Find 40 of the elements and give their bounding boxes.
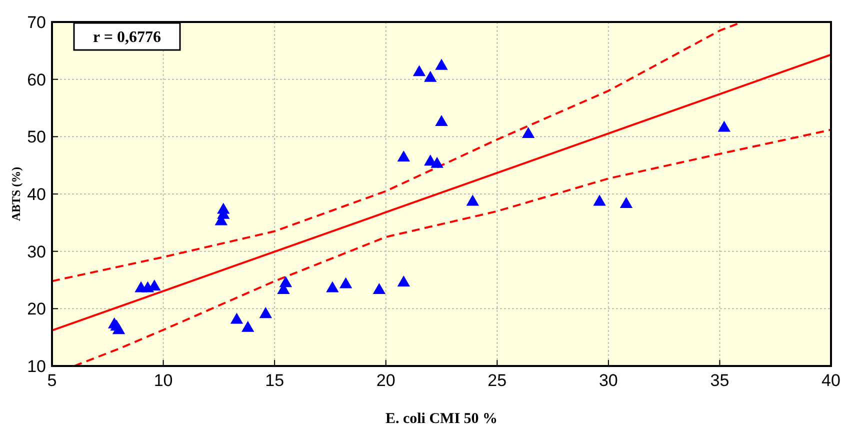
x-tick-label: 35 [710, 371, 730, 390]
point [435, 58, 448, 70]
y-axis-title: ABTS (%) [9, 166, 23, 222]
point [259, 307, 272, 318]
point [466, 194, 480, 206]
y-tick-label: 40 [27, 185, 46, 204]
point [522, 127, 535, 138]
y-tick-label: 20 [27, 300, 46, 319]
x-tick-label: 30 [598, 371, 618, 390]
x-tick-label: 40 [822, 371, 840, 390]
point [242, 320, 254, 332]
point [435, 114, 448, 126]
y-tick-label: 70 [27, 13, 46, 32]
x-tick-label: 20 [376, 371, 396, 390]
point [412, 65, 426, 76]
x-tick-label: 10 [154, 371, 173, 390]
point [620, 196, 633, 208]
line-series [73, 128, 831, 366]
point [593, 194, 606, 206]
point [230, 312, 244, 324]
x-tick-label: 5 [47, 371, 57, 390]
point [718, 120, 731, 132]
point [397, 150, 410, 162]
point [397, 276, 410, 287]
y-tick-label: 60 [27, 70, 46, 90]
y-tick-label: 10 [27, 357, 46, 376]
x-tick-label: 25 [488, 371, 507, 390]
point [326, 281, 339, 292]
point [424, 70, 437, 82]
x-axis-title: E. coli CMI 50 % [385, 411, 498, 427]
point [339, 277, 352, 288]
y-tick-label: 30 [27, 242, 46, 262]
point [112, 323, 126, 334]
point [430, 156, 444, 168]
annotation: r = 0,6776 [93, 29, 161, 46]
point [279, 276, 292, 288]
y-tick-label: 50 [27, 128, 46, 147]
x-tick-label: 15 [265, 371, 284, 390]
point [372, 282, 386, 294]
point [217, 202, 230, 214]
